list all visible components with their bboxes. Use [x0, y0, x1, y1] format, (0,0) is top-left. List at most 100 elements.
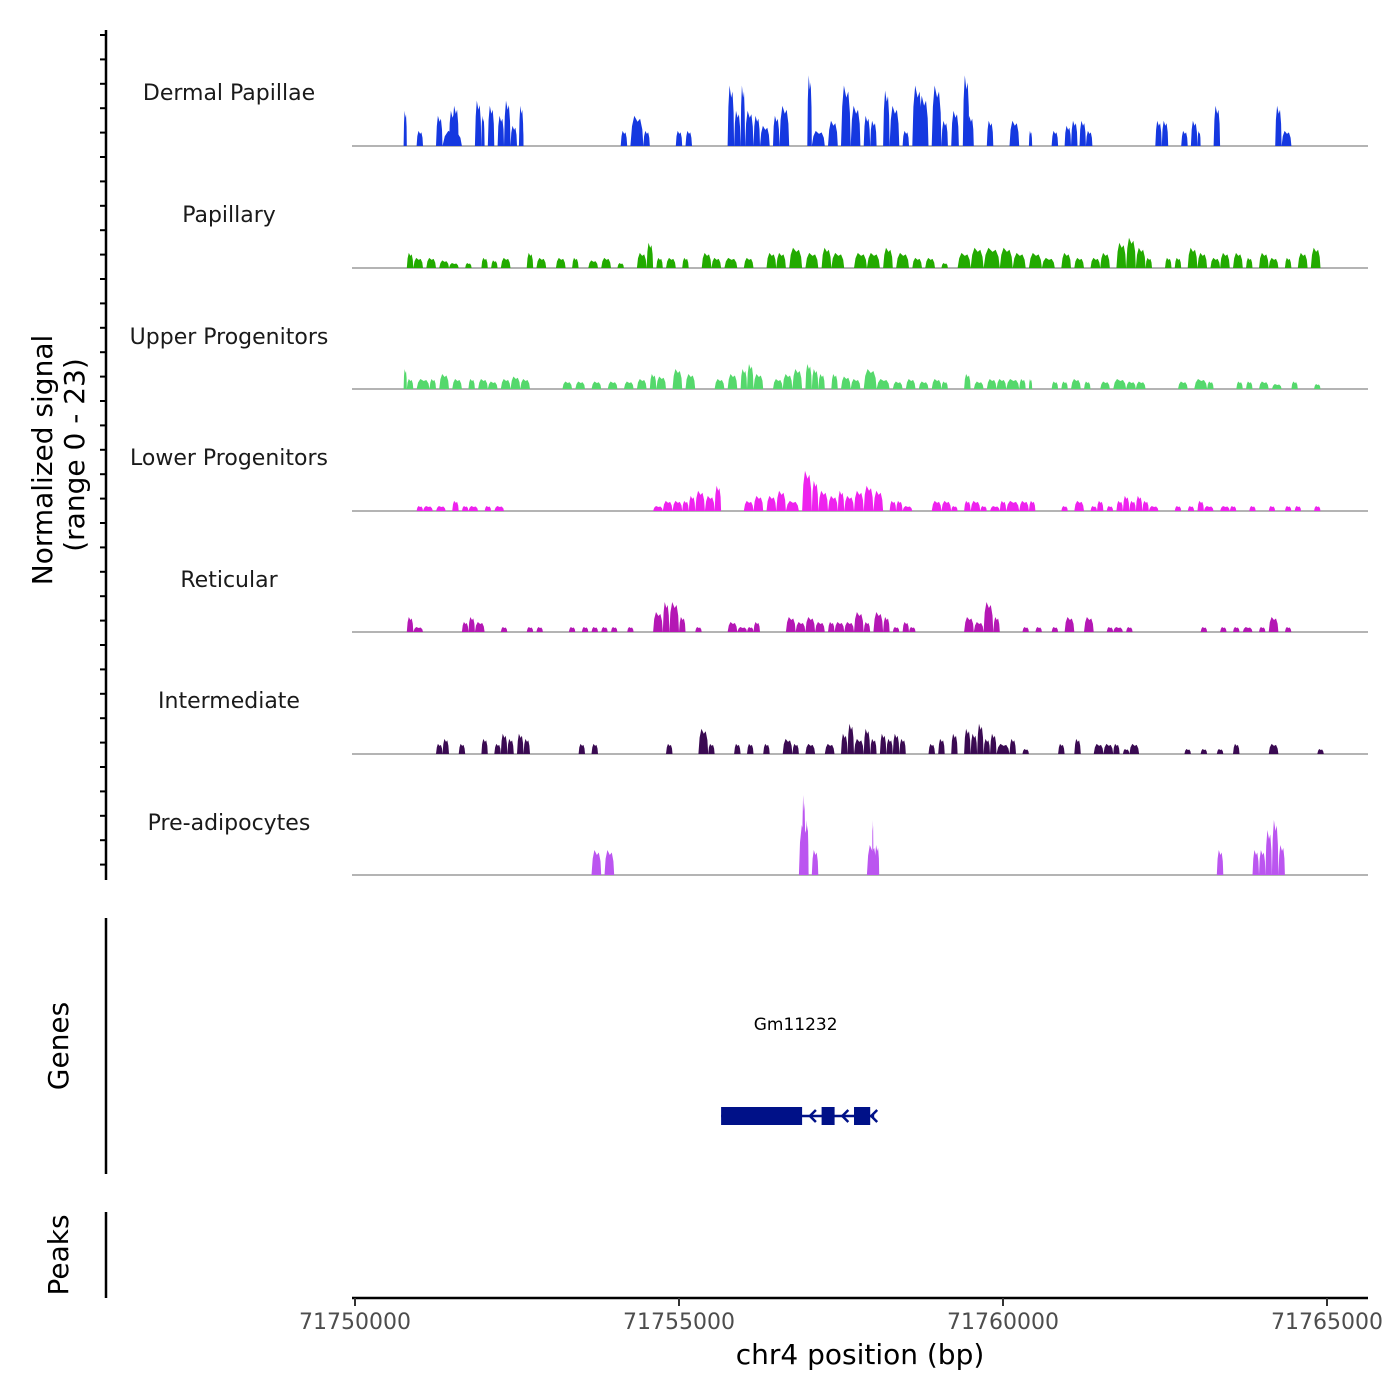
signal-peak — [1028, 252, 1042, 268]
signal-peak — [1028, 379, 1033, 389]
signal-peak — [1252, 850, 1259, 875]
signal-peak — [1220, 252, 1230, 268]
signal-peak — [1126, 627, 1133, 632]
signal-peak — [1061, 252, 1071, 268]
signal-peak — [847, 723, 854, 754]
peaks-panel-label: Peaks — [42, 1214, 75, 1295]
signal-peak — [892, 733, 900, 754]
signal-peak — [795, 622, 806, 632]
signal-peak — [1079, 120, 1086, 146]
signal-peak — [468, 506, 479, 511]
signal-peak — [1187, 247, 1198, 268]
signal-peak — [510, 376, 521, 389]
signal-peak — [1097, 500, 1104, 511]
signal-peak — [1210, 257, 1221, 268]
signal-peak — [714, 379, 725, 389]
signal-peak — [704, 495, 715, 511]
signal-peak — [711, 257, 722, 268]
signal-peak — [630, 115, 644, 146]
signal-peak — [902, 506, 913, 511]
signal-peak — [876, 379, 890, 389]
signal-peak — [1103, 743, 1114, 754]
signal-peak — [1216, 850, 1224, 875]
signal-peak — [669, 602, 679, 632]
signal-peak — [429, 379, 436, 389]
signal-peak — [1161, 120, 1169, 146]
signal-peak — [1084, 381, 1091, 389]
signal-peak — [1022, 627, 1029, 632]
signal-peak — [1314, 506, 1321, 511]
signal-peak — [776, 490, 786, 511]
signal-peak — [1019, 379, 1026, 389]
track-label-pre-adipocytes: Pre-adipocytes — [148, 811, 311, 836]
signal-peak — [1113, 743, 1120, 754]
signal-peak — [578, 743, 585, 754]
signal-peak — [1213, 105, 1221, 146]
signal-peak — [484, 506, 492, 511]
signal-peak — [792, 743, 799, 754]
signal-peak — [792, 369, 803, 389]
signal-peak — [938, 738, 945, 754]
signal-peak — [1064, 617, 1075, 632]
signal-peak — [1165, 257, 1172, 268]
signal-peak — [1197, 500, 1204, 511]
signal-peak — [416, 130, 423, 146]
signal-peak — [734, 743, 741, 754]
genes-panel-label: Genes — [42, 1002, 75, 1090]
signal-peak — [1268, 743, 1279, 754]
signal-peak — [896, 252, 909, 268]
signal-peak — [672, 500, 683, 511]
signal-peak — [831, 252, 845, 268]
signal-peak — [883, 617, 890, 632]
signal-peak — [928, 743, 935, 754]
signal-peak — [841, 376, 851, 389]
signal-peak — [666, 257, 676, 268]
genes-panel: Genes Gm11232 — [42, 918, 879, 1174]
signal-peak — [442, 738, 449, 754]
signal-peak — [1074, 738, 1081, 754]
signal-peak — [1090, 506, 1097, 511]
signal-peak — [1071, 379, 1081, 389]
signal-peak — [452, 379, 462, 389]
signal-peak — [831, 374, 838, 389]
signal-peak — [727, 622, 738, 632]
signal-peak — [828, 495, 838, 511]
signal-peak — [1142, 500, 1149, 511]
signal-peak — [863, 728, 871, 754]
signal-peak — [623, 381, 634, 389]
signal-peak — [815, 622, 825, 632]
strand-arrow — [808, 1109, 817, 1123]
signal-peak — [892, 381, 903, 389]
signal-peak — [536, 627, 543, 632]
signal-peak — [727, 85, 735, 146]
signal-peak — [439, 260, 449, 268]
signal-peak — [627, 627, 634, 632]
signal-peak — [973, 622, 984, 632]
signal-peak — [837, 490, 845, 511]
signal-peak — [500, 379, 511, 389]
signal-peak — [449, 263, 459, 268]
signal-peak — [883, 247, 893, 268]
signal-peak — [1181, 130, 1188, 146]
x-axis: 71750000 71755000 71760000 71765000 chr4 po… — [299, 1296, 1383, 1371]
signal-peak — [1090, 257, 1101, 268]
signal-peak — [1145, 257, 1152, 268]
signal-peak — [452, 105, 459, 146]
signal-peak — [776, 252, 786, 268]
signal-peak — [747, 743, 754, 754]
signal-peak — [1259, 850, 1266, 875]
signal-peak — [1116, 500, 1123, 511]
signal-peak — [883, 90, 890, 146]
signal-peak — [1100, 381, 1110, 389]
signal-peak — [1268, 506, 1276, 511]
signal-peak — [507, 738, 514, 754]
signal-peak — [1022, 749, 1029, 754]
track-pre-adipocytes: Pre-adipocytes — [148, 795, 1368, 876]
signal-peak — [1233, 743, 1240, 754]
signal-peak — [406, 379, 414, 389]
signal-peak — [591, 381, 602, 389]
signal-peak — [844, 495, 854, 511]
signal-peak — [439, 374, 449, 389]
signal-peak — [601, 257, 611, 268]
gene-label-gm11232: Gm11232 — [754, 1015, 838, 1035]
